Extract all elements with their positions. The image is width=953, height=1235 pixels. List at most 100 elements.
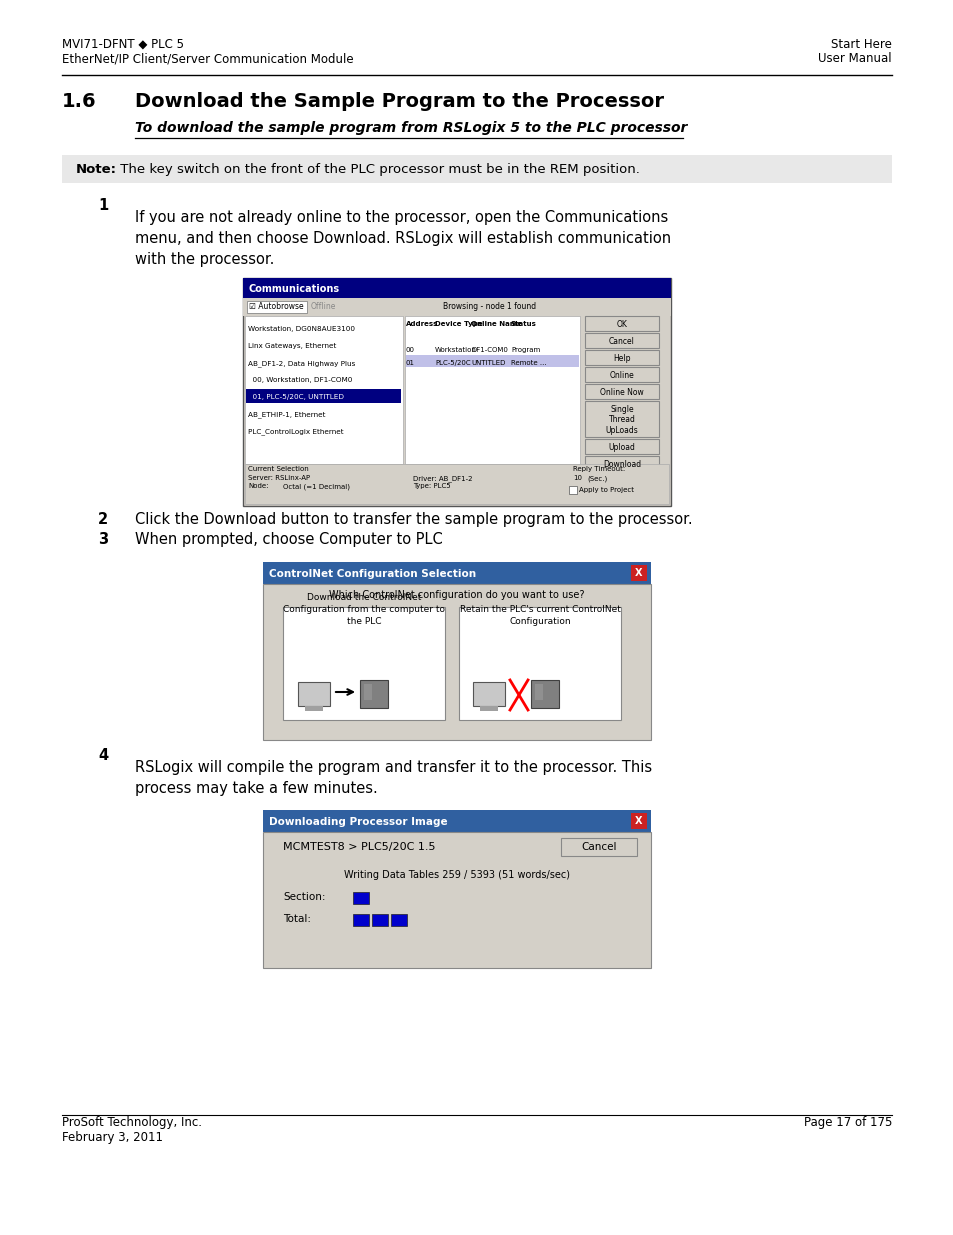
Text: 00: 00 bbox=[406, 347, 415, 353]
FancyBboxPatch shape bbox=[406, 354, 578, 367]
Text: 1.6: 1.6 bbox=[62, 91, 96, 111]
Text: User Manual: User Manual bbox=[818, 52, 891, 65]
FancyBboxPatch shape bbox=[473, 682, 504, 706]
Text: 10: 10 bbox=[573, 475, 581, 480]
Text: Start Here: Start Here bbox=[830, 38, 891, 51]
Text: Node:: Node: bbox=[248, 483, 268, 489]
Text: AB_DF1-2, Data Highway Plus: AB_DF1-2, Data Highway Plus bbox=[248, 359, 355, 367]
Text: Reply Timeout:: Reply Timeout: bbox=[573, 466, 624, 472]
Text: Help: Help bbox=[613, 354, 630, 363]
FancyBboxPatch shape bbox=[584, 438, 659, 454]
Text: If you are not already online to the processor, open the Communications
menu, an: If you are not already online to the pro… bbox=[135, 210, 670, 267]
FancyBboxPatch shape bbox=[243, 278, 670, 506]
Text: The key switch on the front of the PLC processor must be in the REM position.: The key switch on the front of the PLC p… bbox=[116, 163, 639, 177]
FancyBboxPatch shape bbox=[391, 914, 407, 926]
Text: AB_ETHIP-1, Ethernet: AB_ETHIP-1, Ethernet bbox=[248, 411, 325, 417]
Text: EtherNet/IP Client/Server Communication Module: EtherNet/IP Client/Server Communication … bbox=[62, 52, 354, 65]
Text: Downloading Processor Image: Downloading Processor Image bbox=[269, 818, 447, 827]
FancyBboxPatch shape bbox=[372, 914, 388, 926]
Text: Address: Address bbox=[406, 321, 438, 327]
Text: (Sec.): (Sec.) bbox=[586, 475, 607, 482]
FancyBboxPatch shape bbox=[263, 584, 650, 740]
Text: Download the Sample Program to the Processor: Download the Sample Program to the Proce… bbox=[135, 91, 663, 111]
FancyBboxPatch shape bbox=[479, 706, 497, 711]
Text: PLC-5/20C: PLC-5/20C bbox=[435, 359, 470, 366]
FancyBboxPatch shape bbox=[458, 606, 620, 720]
Text: Type: PLC5: Type: PLC5 bbox=[413, 483, 450, 489]
FancyBboxPatch shape bbox=[263, 810, 650, 832]
Text: 2: 2 bbox=[98, 513, 108, 527]
Text: Server: RSLinx-AP: Server: RSLinx-AP bbox=[248, 475, 310, 480]
Text: RSLogix will compile the program and transfer it to the processor. This
process : RSLogix will compile the program and tra… bbox=[135, 760, 652, 797]
Text: PLC_ControlLogix Ethernet: PLC_ControlLogix Ethernet bbox=[248, 429, 343, 435]
FancyBboxPatch shape bbox=[263, 832, 650, 968]
FancyBboxPatch shape bbox=[364, 684, 372, 700]
Text: Cancel: Cancel bbox=[608, 337, 635, 346]
Text: Octal (=1 Decimal): Octal (=1 Decimal) bbox=[283, 483, 350, 489]
Text: Remote ...: Remote ... bbox=[511, 359, 546, 366]
FancyBboxPatch shape bbox=[560, 839, 637, 856]
Text: 01: 01 bbox=[406, 359, 415, 366]
Text: Online Name: Online Name bbox=[471, 321, 521, 327]
Text: OK: OK bbox=[616, 320, 627, 329]
FancyBboxPatch shape bbox=[584, 401, 659, 437]
FancyBboxPatch shape bbox=[353, 914, 369, 926]
Text: Which ControlNet configuration do you want to use?: Which ControlNet configuration do you wa… bbox=[329, 590, 584, 600]
FancyBboxPatch shape bbox=[353, 892, 369, 904]
FancyBboxPatch shape bbox=[247, 301, 307, 312]
FancyBboxPatch shape bbox=[263, 562, 650, 584]
FancyBboxPatch shape bbox=[584, 350, 659, 366]
Text: Section:: Section: bbox=[283, 892, 325, 902]
Text: ☑ Autobrowse: ☑ Autobrowse bbox=[249, 303, 303, 311]
FancyBboxPatch shape bbox=[359, 680, 388, 708]
FancyBboxPatch shape bbox=[245, 464, 668, 504]
Text: Browsing - node 1 found: Browsing - node 1 found bbox=[442, 303, 536, 311]
Text: To download the sample program from RSLogix 5 to the PLC processor: To download the sample program from RSLo… bbox=[135, 121, 687, 135]
Text: 00, Workstation, DF1-COM0: 00, Workstation, DF1-COM0 bbox=[248, 377, 352, 383]
FancyBboxPatch shape bbox=[584, 367, 659, 382]
FancyBboxPatch shape bbox=[305, 706, 323, 711]
Text: Download the ControlNet
Configuration from the computer to
the PLC: Download the ControlNet Configuration fr… bbox=[283, 593, 444, 626]
FancyBboxPatch shape bbox=[584, 456, 659, 471]
FancyBboxPatch shape bbox=[584, 384, 659, 399]
Text: Apply to Project: Apply to Project bbox=[578, 487, 634, 493]
Text: Writing Data Tables 259 / 5393 (51 words/sec): Writing Data Tables 259 / 5393 (51 words… bbox=[344, 869, 569, 881]
FancyBboxPatch shape bbox=[630, 813, 646, 829]
Text: Offline: Offline bbox=[311, 303, 336, 311]
FancyBboxPatch shape bbox=[584, 316, 659, 331]
Text: ProSoft Technology, Inc.: ProSoft Technology, Inc. bbox=[62, 1116, 202, 1129]
FancyBboxPatch shape bbox=[283, 606, 444, 720]
Text: February 3, 2011: February 3, 2011 bbox=[62, 1131, 163, 1144]
Text: X: X bbox=[635, 568, 642, 578]
Text: Cancel: Cancel bbox=[580, 842, 616, 852]
Text: Online: Online bbox=[609, 370, 634, 380]
Text: Single
Thread
UpLoads: Single Thread UpLoads bbox=[605, 405, 638, 435]
FancyBboxPatch shape bbox=[568, 487, 577, 494]
FancyBboxPatch shape bbox=[584, 333, 659, 348]
Text: 4: 4 bbox=[98, 748, 108, 763]
FancyBboxPatch shape bbox=[630, 564, 646, 580]
Text: 1: 1 bbox=[98, 198, 108, 212]
Text: When prompted, choose Computer to PLC: When prompted, choose Computer to PLC bbox=[135, 532, 442, 547]
Text: Program: Program bbox=[511, 347, 539, 353]
FancyBboxPatch shape bbox=[535, 684, 542, 700]
Text: Click the Download button to transfer the sample program to the processor.: Click the Download button to transfer th… bbox=[135, 513, 692, 527]
Text: Device Type: Device Type bbox=[435, 321, 482, 327]
Text: ControlNet Configuration Selection: ControlNet Configuration Selection bbox=[269, 569, 476, 579]
Text: 3: 3 bbox=[98, 532, 108, 547]
Text: Note:: Note: bbox=[76, 163, 117, 177]
FancyBboxPatch shape bbox=[245, 316, 402, 464]
Text: Workstation, DG0N8AUE3100: Workstation, DG0N8AUE3100 bbox=[248, 326, 355, 332]
FancyBboxPatch shape bbox=[243, 298, 670, 316]
Text: UNTITLED: UNTITLED bbox=[471, 359, 505, 366]
Text: Workstation: Workstation bbox=[435, 347, 476, 353]
FancyBboxPatch shape bbox=[531, 680, 558, 708]
Text: Online Now: Online Now bbox=[599, 388, 643, 396]
FancyBboxPatch shape bbox=[62, 156, 891, 183]
Text: MCMTEST8 > PLC5/20C 1.5: MCMTEST8 > PLC5/20C 1.5 bbox=[283, 842, 435, 852]
Text: Linx Gateways, Ethernet: Linx Gateways, Ethernet bbox=[248, 343, 336, 350]
Text: 01, PLC-5/20C, UNTITLED: 01, PLC-5/20C, UNTITLED bbox=[248, 394, 344, 400]
Text: Page 17 of 175: Page 17 of 175 bbox=[802, 1116, 891, 1129]
Text: Download: Download bbox=[602, 459, 640, 469]
FancyBboxPatch shape bbox=[405, 316, 579, 464]
